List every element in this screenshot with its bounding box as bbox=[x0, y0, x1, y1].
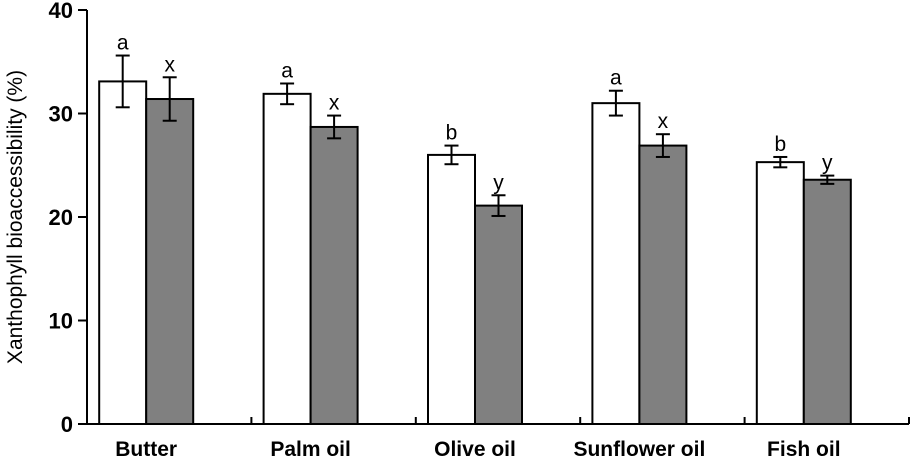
significance-letter: y bbox=[822, 152, 833, 175]
significance-letter: b bbox=[446, 122, 458, 145]
y-tick-label: 30 bbox=[49, 102, 73, 127]
y-tick-label: 10 bbox=[49, 309, 73, 334]
bar-group-sunflower-oil: ax bbox=[591, 67, 688, 426]
bar bbox=[98, 80, 148, 425]
significance-letter: x bbox=[164, 53, 175, 76]
significance-letter: x bbox=[658, 110, 669, 133]
x-category-label: Butter bbox=[115, 438, 177, 457]
significance-letter: a bbox=[281, 59, 293, 82]
y-tick-label: 40 bbox=[49, 0, 73, 23]
y-axis-label: Xanthophyll bioaccessibility (%) bbox=[4, 70, 27, 364]
significance-letter: a bbox=[610, 67, 622, 90]
bar bbox=[755, 161, 805, 426]
bar bbox=[309, 125, 359, 426]
bar bbox=[145, 98, 195, 425]
bar-group-butter: ax bbox=[98, 32, 195, 425]
bar bbox=[427, 153, 476, 425]
x-axis: Butter Palm oil Olive oil Sunflower oil Fish… bbox=[87, 417, 910, 457]
significance-letter: a bbox=[117, 32, 129, 55]
x-category-label: Sunflower oil bbox=[573, 438, 705, 457]
bar bbox=[591, 102, 641, 426]
bar-group-fish-oil: by bbox=[755, 133, 852, 426]
y-tick-label: 0 bbox=[61, 412, 73, 437]
significance-letter: y bbox=[493, 171, 504, 194]
y-tick-label: 20 bbox=[49, 205, 73, 230]
bar bbox=[802, 178, 852, 425]
significance-letter: x bbox=[329, 92, 340, 115]
x-category-label: Fish oil bbox=[767, 438, 841, 457]
x-category-label: Olive oil bbox=[434, 438, 516, 457]
bar bbox=[474, 204, 523, 425]
bar bbox=[262, 92, 312, 426]
x-category-label: Palm oil bbox=[270, 438, 351, 457]
significance-letter: b bbox=[774, 133, 786, 156]
bar-group-palm-oil: ax bbox=[262, 59, 359, 426]
y-axis: 0 10 20 30 40 bbox=[49, 0, 88, 437]
bar-group-olive-oil: by bbox=[427, 122, 523, 425]
bar bbox=[638, 144, 688, 426]
